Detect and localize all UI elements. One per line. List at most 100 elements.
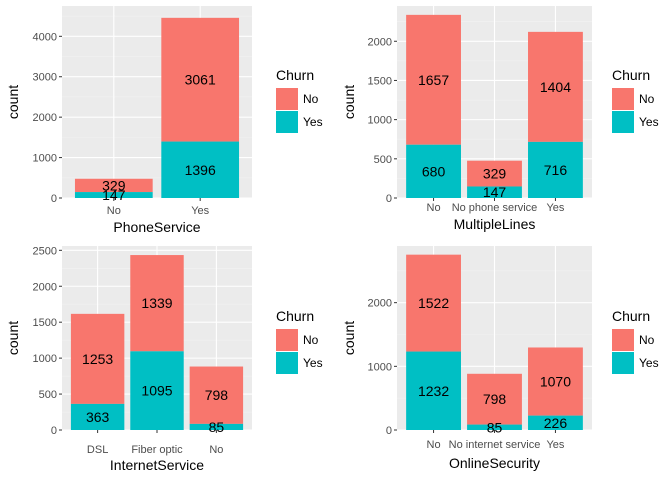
data-label-no: 1339 xyxy=(141,295,172,311)
data-label-yes: 716 xyxy=(544,162,568,178)
y-tick-label: 0 xyxy=(51,193,57,205)
data-label-no: 1253 xyxy=(82,351,113,367)
y-tick-label: 0 xyxy=(386,193,392,205)
legend-key-yes xyxy=(276,111,298,133)
data-label-yes: 226 xyxy=(544,415,568,431)
y-tick-label: 500 xyxy=(374,154,392,166)
data-label-no: 329 xyxy=(102,177,126,193)
bar-yes-1 xyxy=(161,141,240,198)
chart-panel-internetservice: 0 500 1000 1500 2000 2500 1253 363 DSL 1339 1095 Fi… xyxy=(5,245,323,473)
legend-key-no xyxy=(276,88,298,110)
chart-panel-onlinesecurity: 0 1000 2000 1522 1232 No 798 85 No internet serv… xyxy=(341,246,659,471)
legend-key-no xyxy=(276,329,298,351)
y-tick-label: 2000 xyxy=(368,298,392,310)
x-tick-label: Yes xyxy=(546,202,564,214)
legend-label-yes: Yes xyxy=(639,356,659,370)
y-axis-title: count xyxy=(341,321,357,355)
y-tick-label: 1000 xyxy=(368,361,392,373)
y-tick-label: 0 xyxy=(51,425,57,437)
bar-no-2 xyxy=(189,366,244,424)
legend-label-no: No xyxy=(639,333,655,347)
data-label-no: 1522 xyxy=(418,295,449,311)
bar-yes-1 xyxy=(130,351,184,430)
data-label-no: 798 xyxy=(205,387,229,403)
bar-yes-1 xyxy=(467,424,522,430)
bar-yes-2 xyxy=(189,423,244,430)
bar-no-0 xyxy=(406,14,461,145)
y-tick-label: 2500 xyxy=(33,245,57,257)
x-axis-title: InternetService xyxy=(110,457,204,473)
bar-no-2 xyxy=(528,31,583,142)
legend-label-no: No xyxy=(303,92,319,106)
data-label-no: 1657 xyxy=(418,72,449,88)
x-axis-title: MultipleLines xyxy=(454,216,536,232)
y-tick-label: 1500 xyxy=(368,75,392,87)
y-axis-title: count xyxy=(341,85,357,119)
bar-no-1 xyxy=(130,255,184,352)
data-label-yes: 85 xyxy=(209,419,225,435)
legend-label-no: No xyxy=(303,333,319,347)
bar-yes-2 xyxy=(528,415,583,430)
legend: Churn No Yes xyxy=(276,67,323,133)
x-axis-title: PhoneService xyxy=(113,219,200,235)
legend-key-no xyxy=(612,329,634,351)
data-label-yes: 1396 xyxy=(185,162,216,178)
x-tick-label: No xyxy=(209,444,223,456)
data-label-yes: 1095 xyxy=(141,383,172,399)
y-tick-label: 2000 xyxy=(33,281,57,293)
bar-yes-0 xyxy=(406,351,461,430)
y-tick-label: 2000 xyxy=(368,36,392,48)
y-tick-label: 2000 xyxy=(33,112,57,124)
legend-key-yes xyxy=(612,111,634,133)
legend-title: Churn xyxy=(612,308,650,324)
data-label-no: 329 xyxy=(483,166,507,182)
legend-title: Churn xyxy=(276,67,314,83)
data-label-yes: 680 xyxy=(422,163,446,179)
legend-label-yes: Yes xyxy=(303,356,323,370)
bar-yes-1 xyxy=(467,186,522,198)
y-axis-title: count xyxy=(5,85,21,119)
y-tick-label: 1000 xyxy=(33,153,57,165)
legend-title: Churn xyxy=(612,67,650,83)
y-tick-label: 0 xyxy=(386,425,392,437)
bar-yes-0 xyxy=(74,192,153,198)
legend-label-yes: Yes xyxy=(303,115,323,129)
data-label-no: 798 xyxy=(483,391,507,407)
y-tick-label: 1000 xyxy=(33,353,57,365)
y-tick-label: 3000 xyxy=(33,72,57,84)
data-label-no: 1070 xyxy=(540,374,571,390)
data-label-yes: 1232 xyxy=(418,383,449,399)
bar-no-1 xyxy=(467,373,522,425)
bar-no-2 xyxy=(528,347,583,416)
y-tick-label: 4000 xyxy=(33,31,57,43)
y-tick-label: 1500 xyxy=(33,317,57,329)
legend-key-yes xyxy=(612,352,634,374)
bar-no-1 xyxy=(161,17,240,142)
bar-no-0 xyxy=(70,313,125,404)
legend-title: Churn xyxy=(276,308,314,324)
x-tick-label: Yes xyxy=(191,205,209,217)
x-tick-label: No xyxy=(427,202,441,214)
y-tick-label: 500 xyxy=(39,389,57,401)
bar-yes-2 xyxy=(528,141,583,198)
bar-yes-0 xyxy=(406,144,461,198)
bar-no-0 xyxy=(74,178,153,193)
bar-no-1 xyxy=(467,160,522,187)
legend: Churn No Yes xyxy=(276,308,323,374)
bar-no-0 xyxy=(406,254,461,352)
x-tick-label: No phone service xyxy=(452,202,538,214)
legend: Churn No Yes xyxy=(612,67,659,133)
data-label-yes: 85 xyxy=(487,419,503,435)
x-tick-label: Fiber optic xyxy=(131,444,183,456)
x-tick-label: Yes xyxy=(546,439,564,451)
data-label-yes: 147 xyxy=(483,184,507,200)
bar-yes-0 xyxy=(70,403,125,430)
legend-key-yes xyxy=(276,352,298,374)
x-axis-title: OnlineSecurity xyxy=(449,455,540,471)
x-tick-label: DSL xyxy=(87,444,108,456)
y-tick-label: 1000 xyxy=(368,115,392,127)
x-tick-label: No internet service xyxy=(449,439,541,451)
x-tick-label: No xyxy=(427,439,441,451)
